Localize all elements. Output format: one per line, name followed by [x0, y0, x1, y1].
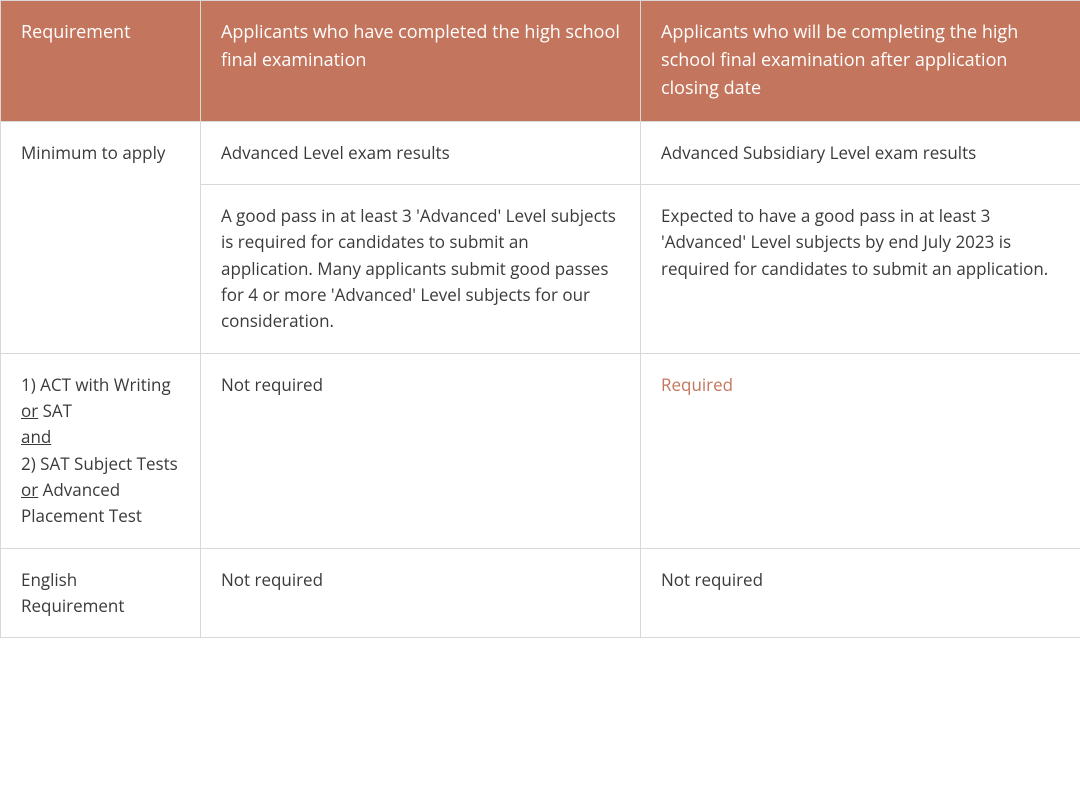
cell-tests-completing: Required [641, 353, 1080, 548]
tests-label-p2: SAT [38, 399, 72, 422]
cell-min-apply-completing-1: Advanced Subsidiary Level exam results [641, 121, 1080, 184]
tests-label-and: and [21, 425, 51, 448]
table-row: Minimum to apply Advanced Level exam res… [1, 121, 1080, 184]
cell-english-completing: Not required [641, 548, 1080, 638]
tests-label-or1: or [21, 399, 38, 422]
table-header-row: Requirement Applicants who have complete… [1, 1, 1080, 122]
table-row: 1) ACT with Writing or SAT and 2) SAT Su… [1, 353, 1080, 548]
tests-label-or2: or [21, 478, 38, 501]
cell-min-apply-completed-2: A good pass in at least 3 'Advanced' Lev… [201, 185, 641, 354]
cell-english-label: English Requirement [1, 548, 201, 638]
cell-english-completed: Not required [201, 548, 641, 638]
cell-min-apply-completing-2: Expected to have a good pass in at least… [641, 185, 1080, 354]
tests-label-p1: 1) ACT with Writing [21, 373, 171, 396]
cell-tests-label: 1) ACT with Writing or SAT and 2) SAT Su… [1, 353, 201, 548]
header-requirement: Requirement [1, 1, 201, 122]
cell-tests-completed: Not required [201, 353, 641, 548]
tests-label-p3: 2) SAT Subject Tests [21, 452, 178, 475]
cell-min-apply-label: Minimum to apply [1, 121, 201, 353]
requirements-table: Requirement Applicants who have complete… [0, 0, 1080, 638]
header-completing: Applicants who will be completing the hi… [641, 1, 1080, 122]
table-row: English Requirement Not required Not req… [1, 548, 1080, 638]
header-completed: Applicants who have completed the high s… [201, 1, 641, 122]
cell-min-apply-completed-1: Advanced Level exam results [201, 121, 641, 184]
tests-label-p4: Advanced Placement Test [21, 478, 142, 527]
